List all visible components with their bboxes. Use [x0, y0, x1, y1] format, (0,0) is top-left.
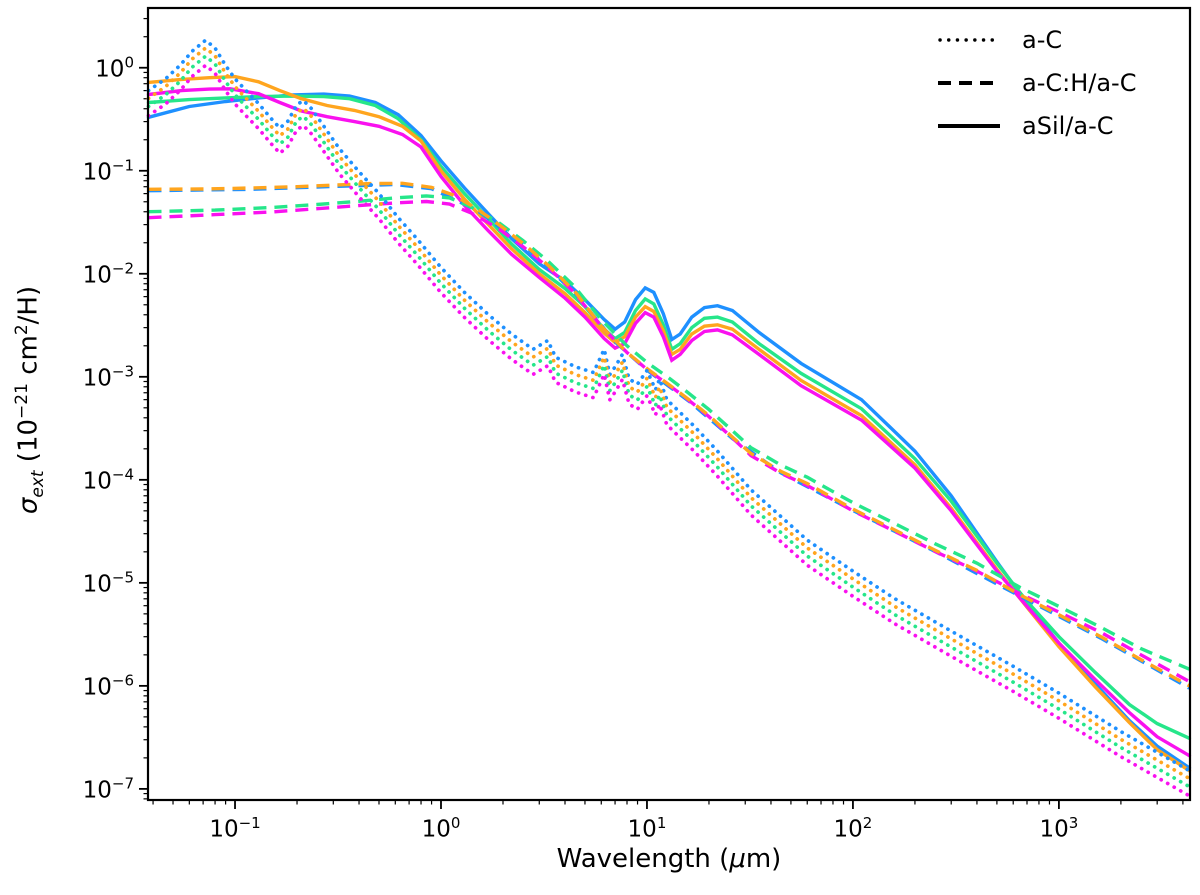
y-tick-label: 100	[95, 53, 134, 83]
y-tick-label: 10−2	[82, 259, 134, 289]
curve-ach-ac-orange	[148, 181, 1191, 688]
legend-label-ach-ac: a-C:H/a-C	[1022, 68, 1137, 97]
curve-ac-magenta	[146, 63, 1192, 798]
y-tick-label: 10−1	[82, 156, 134, 186]
curve-ach-ac-green	[148, 194, 1191, 671]
dotted-line-sample	[938, 37, 1000, 42]
y-axis-label: σext (10−21 cm2/H)	[12, 285, 48, 515]
x-axis-label: Wavelength (μm)	[556, 844, 782, 874]
plot-frame	[146, 6, 1192, 802]
dashed-line-sample	[938, 80, 1000, 85]
sigma-symbol: σ	[13, 497, 44, 515]
curve-ac-green	[146, 53, 1192, 789]
legend-label-asil-ac: aSil/a-C	[1022, 111, 1114, 140]
legend-label-ac: a-C	[1022, 25, 1063, 54]
y-tick-label: 10−6	[82, 671, 134, 701]
legend: a-C a-C:H/a-C aSil/a-C	[938, 18, 1136, 147]
mu-symbol: μ	[729, 844, 746, 874]
x-tick-label: 103	[1039, 814, 1079, 843]
x-tick-label: 10−1	[209, 814, 261, 843]
curve-asil-ac-magenta	[146, 87, 1192, 758]
y-tick-label: 10−3	[82, 362, 134, 392]
x-tick-label: 100	[421, 814, 461, 843]
solid-line-sample	[938, 123, 1000, 128]
curve-ach-ac-magenta	[148, 199, 1191, 684]
x-tick-label: 101	[627, 814, 667, 843]
curve-asil-ac-blue	[146, 92, 1192, 770]
x-tick-label: 102	[833, 814, 873, 843]
y-tick-label: 10−5	[82, 568, 134, 598]
legend-item-asil-ac: aSil/a-C	[938, 104, 1136, 147]
y-tick-label: 10−4	[82, 465, 134, 495]
curve-asil-ac-green	[146, 94, 1192, 740]
curve-asil-ac-orange	[146, 74, 1192, 773]
curve-ac-blue	[146, 37, 1192, 773]
legend-item-ach-ac: a-C:H/a-C	[938, 61, 1136, 104]
curve-ac-orange	[146, 45, 1192, 781]
y-tick-label: 10−7	[82, 774, 134, 804]
legend-item-ac: a-C	[938, 18, 1136, 61]
